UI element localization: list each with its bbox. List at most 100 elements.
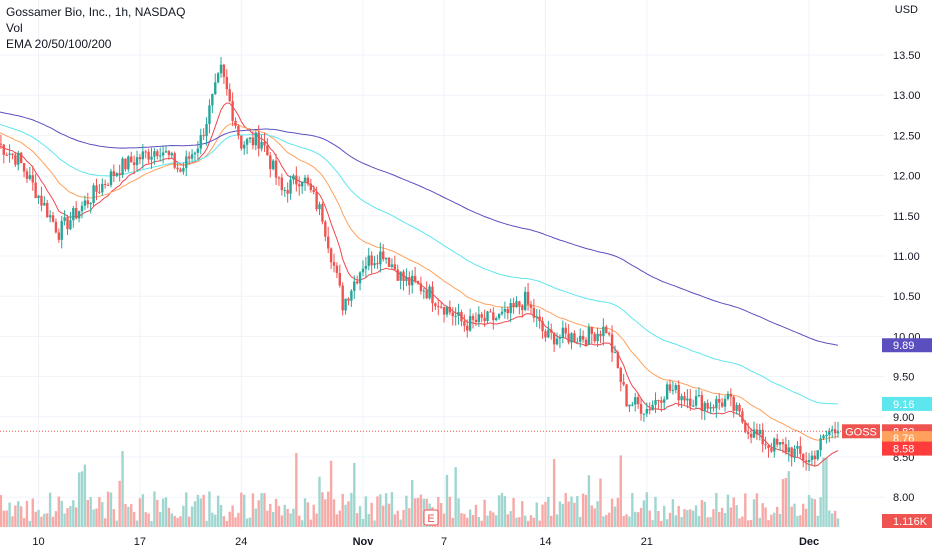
volume-bar (237, 512, 240, 527)
candle-body (141, 151, 145, 160)
candle-body (697, 395, 701, 397)
volume-bar (199, 498, 202, 527)
volume-bar (497, 495, 501, 527)
candle-body (347, 298, 350, 301)
volume-bar (170, 513, 173, 527)
candle-body (234, 120, 237, 126)
volume-bar (127, 506, 130, 527)
candle-body (605, 326, 608, 334)
volume-bar (269, 503, 272, 527)
candle-body (471, 316, 475, 320)
candle-body (700, 395, 704, 411)
volume-bar (668, 512, 672, 527)
x-tick-label: Nov (353, 536, 375, 548)
volume-bar (775, 506, 779, 527)
volume-bar (358, 506, 362, 527)
volume-tag-text: 1.116K (893, 516, 928, 528)
candle-body (25, 171, 29, 179)
currency-label[interactable]: USD (894, 4, 918, 16)
candle-body (182, 168, 185, 172)
volume-bar (164, 497, 168, 527)
candle-body (373, 263, 376, 266)
candle-body (327, 236, 330, 249)
ema20-price-tag (882, 441, 932, 456)
volume-bar (48, 492, 52, 527)
volume-bar (205, 520, 208, 527)
candle-body (66, 217, 69, 230)
volume-bar (741, 516, 744, 527)
candle-body (607, 333, 611, 335)
ema100-price-tag-text: 9.16 (893, 399, 914, 411)
candle-body (266, 145, 269, 156)
ema-legend[interactable]: EMA 20/50/100/200 (6, 37, 112, 51)
volume-bar (54, 511, 58, 527)
candle-body (752, 429, 756, 438)
candle-body (726, 393, 730, 400)
candle-body (439, 306, 443, 308)
price-axis[interactable]: 13.5013.0012.5012.0011.5011.0010.5010.00… (893, 50, 921, 504)
volume-bar (222, 516, 226, 527)
volume-legend[interactable]: Vol (6, 21, 23, 35)
candle-body (153, 151, 156, 157)
volume-bar (350, 492, 353, 527)
candle-body (619, 367, 622, 382)
volume-bar (802, 503, 805, 527)
candle-body (161, 152, 165, 156)
volume-bar (767, 520, 770, 527)
volume-bar (156, 499, 159, 527)
volume-bar (196, 494, 200, 527)
candle-body (460, 311, 463, 322)
candle-body (657, 399, 660, 401)
chart-legend[interactable]: Gossamer Bio, Inc., 1h, NASDAQ Vol EMA 2… (6, 4, 185, 52)
volume-bar (355, 513, 359, 527)
candle-body (413, 275, 417, 281)
candle-body (196, 148, 200, 153)
candle-body (529, 304, 533, 308)
candle-body (11, 153, 14, 155)
candle-body (636, 397, 640, 405)
volume-bar (483, 499, 486, 527)
candle-body (309, 183, 313, 190)
volume-bar (257, 500, 260, 527)
volume-bar (51, 516, 55, 527)
volume-bar (254, 508, 257, 527)
candle-body (109, 171, 113, 186)
candle-body (709, 406, 712, 409)
candle-body (240, 135, 243, 149)
candle-body (292, 175, 295, 180)
earnings-marker[interactable]: E (423, 509, 439, 526)
volume-bar (584, 495, 588, 527)
volume-bar (216, 495, 220, 527)
candle-body (353, 281, 356, 291)
candle-body (773, 438, 776, 452)
volume-bar (182, 505, 185, 527)
x-tick-label: 17 (134, 536, 146, 548)
volume-bar (738, 518, 741, 527)
symbol-title[interactable]: Gossamer Bio, Inc., 1h, NASDAQ (6, 5, 186, 19)
candle-body (199, 135, 202, 149)
candle-body (214, 82, 217, 95)
volume-bar (613, 506, 617, 527)
candle-body (741, 411, 744, 423)
candle-body (492, 312, 495, 321)
y-tick-label: 8.00 (893, 492, 914, 504)
candle-body (115, 173, 118, 176)
symbol-tag[interactable] (842, 424, 880, 439)
candle-body (22, 163, 26, 172)
volume-bar (19, 506, 23, 527)
x-tick-label: 24 (235, 536, 247, 548)
volume-bar (144, 512, 147, 527)
candle-body (402, 271, 405, 281)
candle-body (31, 175, 34, 183)
candle-body (112, 171, 116, 176)
volume-bar (749, 519, 753, 527)
volume-bar (790, 506, 793, 527)
volume-bar (764, 507, 767, 527)
candle-body (248, 137, 252, 140)
time-axis[interactable]: 10 17 24 Nov 7 14 21 Dec (32, 536, 819, 548)
volume-bar (411, 480, 414, 527)
volume-bar (321, 492, 324, 527)
volume-bar (106, 491, 110, 527)
candle-body (668, 384, 672, 391)
